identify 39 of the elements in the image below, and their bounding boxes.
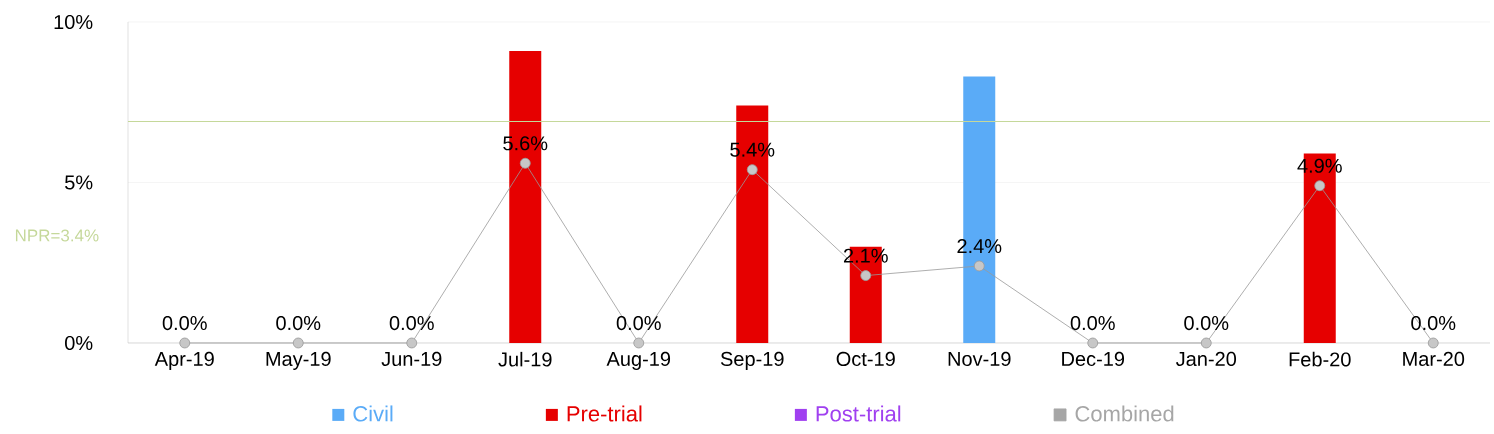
x-tick-label: Apr-19	[154, 351, 214, 370]
point	[1200, 337, 1212, 349]
point	[179, 337, 191, 349]
x-tick-label: May-19	[266, 351, 331, 370]
point	[1087, 337, 1099, 349]
legend-label: Combined	[1075, 405, 1174, 422]
x-tick-label: Mar-20	[1403, 351, 1465, 367]
legend-label: Civil	[353, 405, 393, 422]
point	[746, 164, 758, 176]
point	[1314, 180, 1326, 192]
point	[406, 337, 418, 349]
y-tick-label: 5%	[65, 175, 93, 190]
point	[633, 337, 645, 349]
legend-label: Post-trial	[816, 405, 901, 422]
point	[1427, 337, 1439, 349]
data-label: 0.0%	[162, 315, 207, 331]
data-label: 0.0%	[1070, 315, 1115, 331]
point	[860, 270, 872, 281]
x-tick-label: Dec-19	[1062, 351, 1125, 367]
y-tick-label: 10%	[54, 14, 93, 30]
y-tick-label: 0%	[65, 335, 93, 351]
legend-label: Pre-trial	[567, 405, 642, 422]
data-label: 0.0%	[1184, 315, 1229, 331]
data-label: 0.0%	[389, 315, 434, 331]
x-tick-label: Nov-19	[948, 351, 1011, 367]
x-tick-label: Sep-19	[720, 351, 784, 370]
x-tick-label: Feb-20	[1289, 351, 1351, 367]
data-label: 0.0%	[276, 315, 321, 331]
x-tick-label: Jun-19	[381, 351, 442, 367]
point	[973, 260, 985, 272]
x-tick-label: Jan-20	[1175, 351, 1237, 367]
data-label: 0.0%	[1411, 315, 1456, 331]
point	[519, 157, 531, 169]
x-tick-label: Jul-19	[498, 351, 552, 367]
x-tick-label: Oct-19	[836, 351, 895, 367]
data-label: 0.0%	[616, 315, 661, 331]
x-tick-label: Aug-19	[606, 351, 671, 370]
point	[292, 337, 304, 349]
text: NPR=3.4%	[15, 229, 99, 242]
